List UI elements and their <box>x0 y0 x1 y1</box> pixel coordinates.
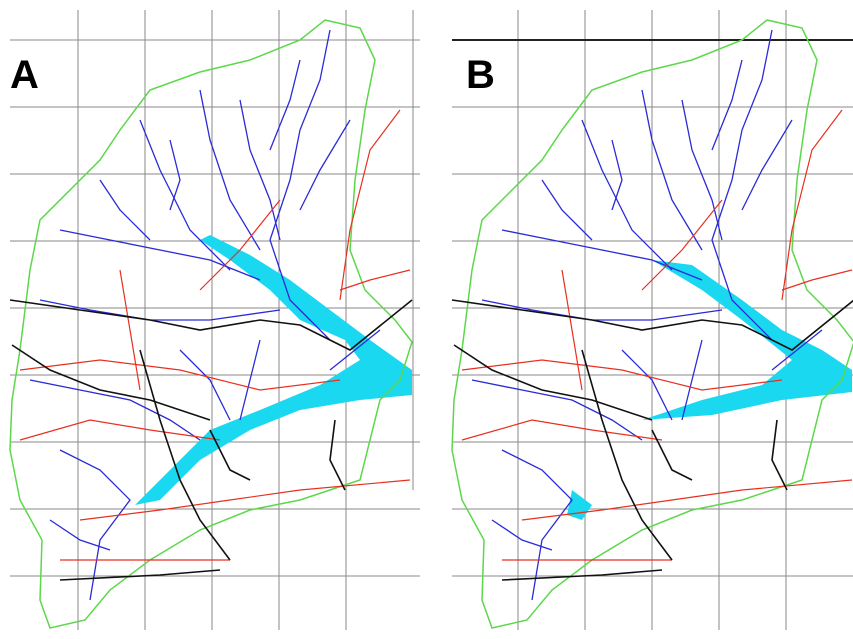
map-lines <box>10 20 412 628</box>
panel-b: B <box>452 10 853 630</box>
panel-label: B <box>466 53 495 97</box>
map-figure: A B <box>0 0 853 639</box>
grid <box>10 10 420 630</box>
page: A B (() => { const data = JSON.parse(doc… <box>0 0 853 639</box>
panel-a: A <box>10 10 420 630</box>
water-body <box>567 260 852 520</box>
panel-label: A <box>10 53 39 97</box>
